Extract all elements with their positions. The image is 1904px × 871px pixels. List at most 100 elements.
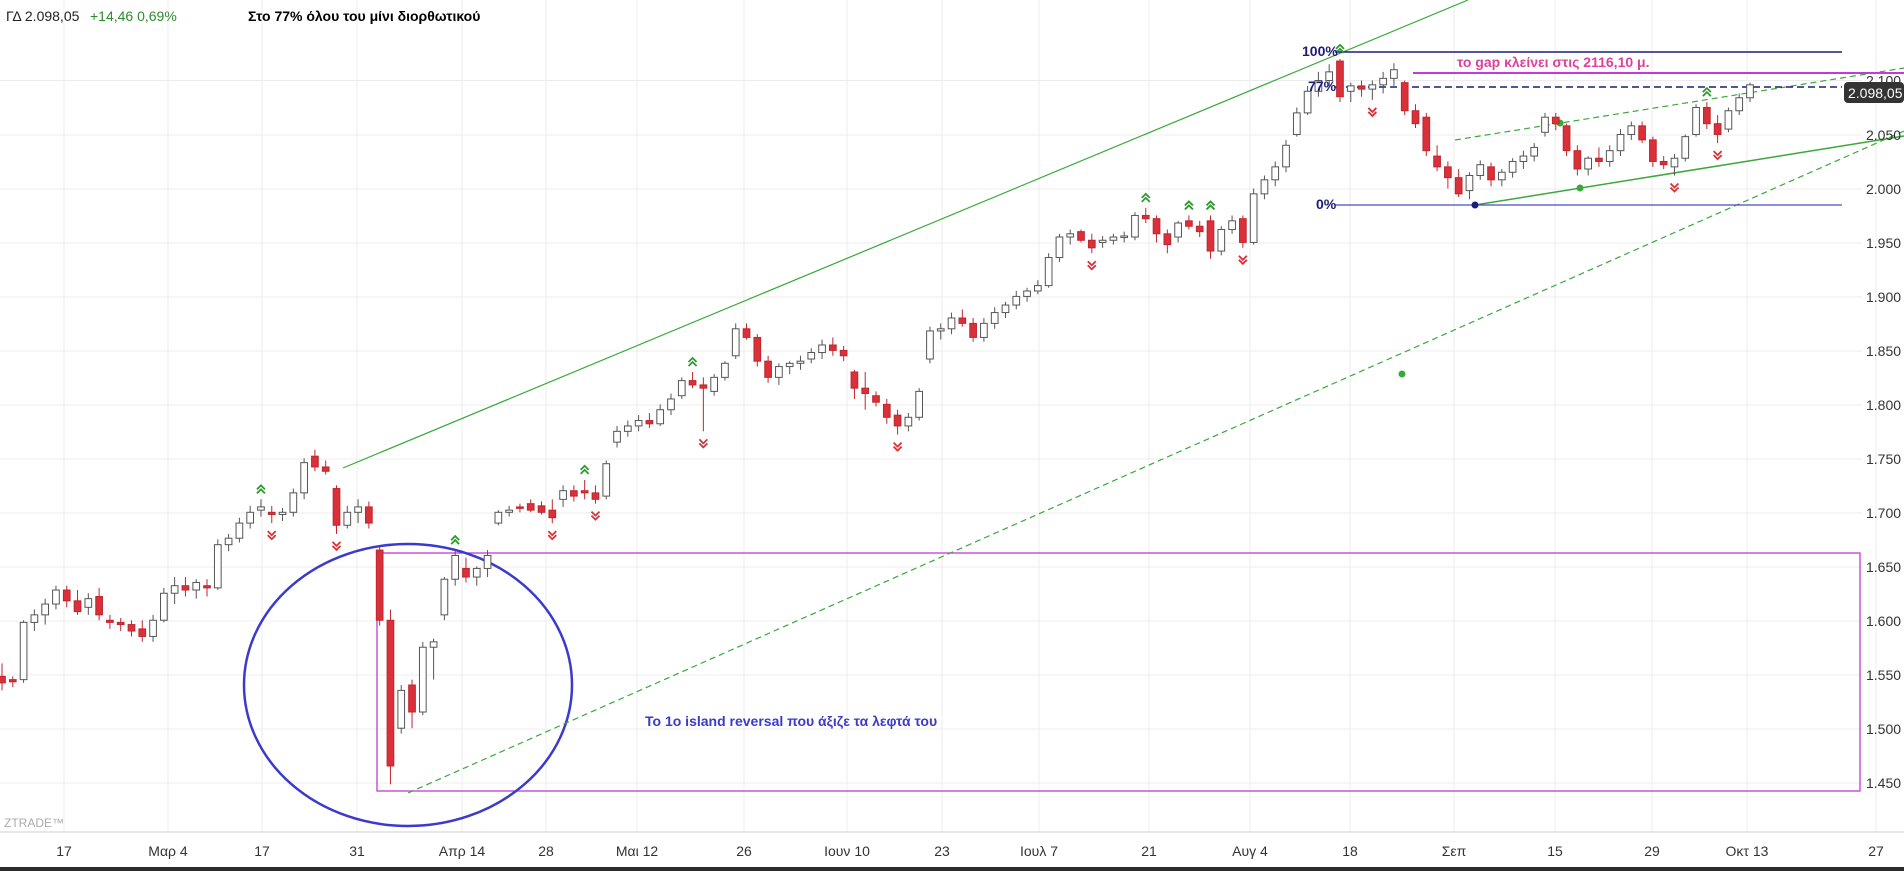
candle[interactable]	[1066, 229, 1075, 245]
candle[interactable]	[462, 557, 470, 583]
candle[interactable]	[591, 485, 600, 504]
candle[interactable]	[213, 539, 222, 591]
candle[interactable]	[321, 460, 330, 475]
candle[interactable]	[548, 499, 557, 524]
candle[interactable]	[602, 460, 611, 500]
candle[interactable]	[1120, 231, 1129, 243]
candle[interactable]	[73, 590, 82, 615]
channel-anchor-point-3[interactable]	[1471, 201, 1479, 209]
candle[interactable]	[224, 533, 233, 552]
candle[interactable]	[667, 393, 675, 416]
lower-dashed-trendline[interactable]	[407, 130, 1904, 794]
candle[interactable]	[1519, 150, 1528, 170]
candle[interactable]	[882, 398, 891, 424]
candle[interactable]	[1379, 71, 1387, 94]
candle[interactable]	[1692, 104, 1700, 137]
candle[interactable]	[1508, 158, 1517, 178]
candle[interactable]	[472, 566, 481, 586]
candle[interactable]	[1627, 121, 1636, 140]
candle[interactable]	[429, 638, 438, 680]
candle[interactable]	[731, 323, 740, 360]
candle[interactable]	[526, 499, 535, 513]
candle[interactable]	[1260, 175, 1269, 200]
candle[interactable]	[332, 485, 341, 534]
candle[interactable]	[1228, 215, 1236, 234]
time-axis[interactable]: 17 Μαρ 4 17 31 Απρ 14 28 Μαι 12 26 Ιουν 10 23 Ιουλ…	[0, 831, 1904, 871]
candle[interactable]	[634, 415, 643, 432]
candle[interactable]	[1562, 123, 1571, 157]
candle[interactable]	[1541, 112, 1549, 137]
candle[interactable]	[41, 598, 50, 625]
candle[interactable]	[116, 618, 125, 632]
candle[interactable]	[1649, 136, 1657, 167]
candle[interactable]	[775, 363, 783, 385]
island-box[interactable]	[376, 552, 1861, 792]
trend-anchor-point[interactable]	[1398, 370, 1406, 378]
candle[interactable]	[850, 369, 859, 399]
candle[interactable]	[1012, 291, 1021, 310]
candle[interactable]	[84, 593, 93, 615]
candle[interactable]	[742, 323, 751, 340]
candle[interactable]	[408, 679, 416, 729]
candle[interactable]	[1217, 226, 1226, 256]
candle[interactable]	[1400, 80, 1409, 116]
candle[interactable]	[19, 620, 28, 683]
candle[interactable]	[138, 620, 147, 642]
candle[interactable]	[30, 609, 39, 632]
candle[interactable]	[677, 377, 686, 399]
candle[interactable]	[1702, 102, 1711, 130]
candle[interactable]	[1368, 80, 1377, 100]
candle[interactable]	[1724, 107, 1733, 133]
candle[interactable]	[623, 420, 632, 437]
candle[interactable]	[1659, 156, 1668, 170]
candle[interactable]	[980, 317, 988, 342]
candle[interactable]	[580, 479, 589, 500]
candle[interactable]	[1325, 64, 1334, 86]
candle[interactable]	[483, 550, 492, 578]
candle[interactable]	[861, 371, 870, 410]
candle[interactable]	[1454, 169, 1463, 198]
candle[interactable]	[343, 505, 352, 529]
channel-lower-line[interactable]	[1474, 135, 1904, 206]
candle[interactable]	[1314, 71, 1323, 97]
candle[interactable]	[559, 485, 567, 507]
candle[interactable]	[257, 499, 265, 517]
candle[interactable]	[1044, 253, 1053, 288]
candle[interactable]	[106, 614, 114, 629]
candle[interactable]	[1638, 121, 1646, 144]
candle[interactable]	[1206, 215, 1215, 259]
channel-upper-dashed-line[interactable]	[1454, 67, 1904, 141]
candle[interactable]	[1163, 229, 1172, 254]
candle[interactable]	[354, 499, 362, 524]
candle[interactable]	[1336, 58, 1344, 103]
candle[interactable]	[645, 412, 654, 429]
candle[interactable]	[1109, 233, 1118, 245]
candle[interactable]	[1433, 145, 1441, 172]
candle[interactable]	[1357, 80, 1366, 97]
candle[interactable]	[8, 676, 17, 688]
candle[interactable]	[1055, 233, 1064, 262]
candle[interactable]	[904, 412, 913, 432]
candle[interactable]	[365, 501, 373, 529]
candle[interactable]	[828, 337, 837, 356]
candle[interactable]	[375, 546, 384, 626]
channel-anchor-point-2[interactable]	[1576, 184, 1584, 192]
candle[interactable]	[753, 334, 762, 367]
candle[interactable]	[418, 641, 427, 716]
candle[interactable]	[915, 388, 924, 421]
candle[interactable]	[688, 371, 697, 389]
candle[interactable]	[1487, 162, 1495, 187]
candle[interactable]	[1282, 139, 1290, 173]
candle[interactable]	[311, 449, 319, 472]
candle[interactable]	[505, 505, 513, 517]
candle[interactable]	[990, 307, 999, 329]
candle[interactable]	[1195, 220, 1204, 238]
candle[interactable]	[440, 577, 449, 621]
candle[interactable]	[1292, 107, 1301, 137]
candle[interactable]	[958, 309, 967, 327]
candle[interactable]	[397, 685, 406, 734]
candle[interactable]	[936, 323, 945, 340]
candle[interactable]	[160, 587, 168, 623]
main-trendline[interactable]	[342, 0, 1469, 469]
